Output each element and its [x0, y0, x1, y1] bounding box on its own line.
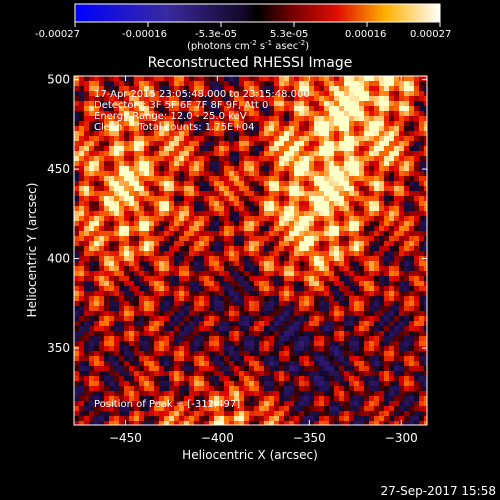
y-tick-label: 350	[47, 341, 70, 355]
x-tick-label: −400	[201, 431, 234, 445]
chart-title: Reconstructed RHESSI Image	[148, 55, 353, 71]
colorbar-tick-label: -0.00027	[35, 29, 80, 40]
y-axis: 350 400 450 500	[47, 73, 427, 355]
colorbar	[74, 3, 441, 23]
footer-timestamp: 27-Sep-2017 15:58	[381, 484, 496, 498]
x-axis-label: Heliocentric X (arcsec)	[182, 448, 318, 462]
annotation-time: 17-Apr-2015 23:05:48.000 to 23:15:48.000	[94, 89, 310, 100]
colorbar-tick-label: -0.00016	[122, 29, 167, 40]
heatmap-image	[74, 76, 427, 425]
annotation-detectors: Detectors: 3F 5F 6F 7F 8F 9F, Att 0	[94, 100, 268, 111]
colorbar-units: (photons cm-2 s-1 asec-2)	[187, 39, 309, 52]
x-axis: −450 −400 −350 −300	[109, 76, 418, 445]
y-tick-label: 450	[47, 162, 70, 176]
y-tick-label: 400	[47, 252, 70, 266]
x-tick-label: −300	[385, 431, 418, 445]
colorbar-tick-label: -5.3e-05	[195, 29, 237, 40]
annotation-peak: Position of Peak = [-312,497]	[94, 399, 240, 410]
x-tick-label: −350	[293, 431, 326, 445]
colorbar-tick-label: 0.00016	[345, 29, 386, 40]
annotation-energy: Energy Range: 12.0 - 25.0 keV	[94, 111, 247, 122]
x-tick-label: −450	[109, 431, 142, 445]
annotation-clean: Clean Total counts: 1.75E+04	[94, 122, 254, 133]
y-axis-label: Heliocentric Y (arcsec)	[25, 183, 39, 318]
colorbar-tick-label: 5.3e-05	[270, 29, 308, 40]
colorbar-ticks	[74, 22, 441, 27]
y-tick-label: 500	[47, 73, 70, 87]
plot-frame	[73, 75, 428, 426]
colorbar-tick-label: 0.00027	[410, 29, 451, 40]
